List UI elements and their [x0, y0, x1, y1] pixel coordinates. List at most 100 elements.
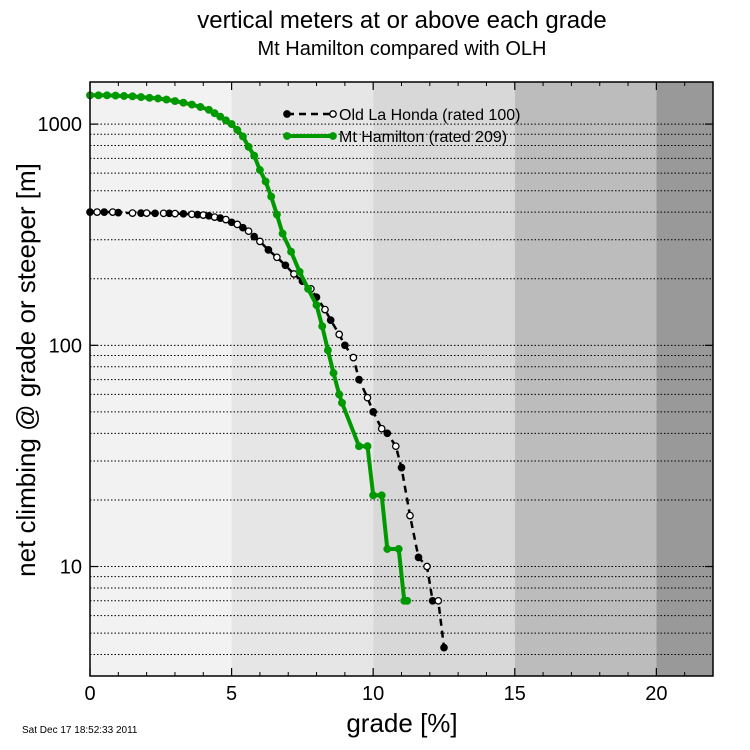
y-tick-label-0: 10: [60, 557, 82, 579]
data-point: [295, 267, 304, 276]
data-point: [391, 442, 400, 451]
data-point: [434, 596, 443, 605]
data-point: [162, 95, 171, 104]
legend-marker-start-0: [283, 110, 291, 118]
data-point: [349, 353, 358, 362]
data-point: [137, 93, 145, 102]
grade-band-1: [231, 82, 374, 676]
data-point: [227, 120, 236, 129]
data-point: [355, 375, 363, 384]
data-point: [171, 209, 179, 218]
data-point: [103, 91, 111, 100]
data-point: [179, 98, 188, 107]
data-point: [321, 305, 329, 314]
data-point: [233, 220, 242, 229]
data-point: [326, 316, 335, 324]
data-point: [329, 369, 338, 377]
x-tick-label-0: 0: [84, 683, 95, 705]
grid-lines: [90, 123, 713, 656]
data-point: [281, 261, 290, 270]
data-point: [154, 94, 162, 103]
data-point: [440, 643, 448, 652]
grade-band-4: [656, 82, 713, 676]
legend-marker-start-1: [283, 132, 291, 140]
data-point: [196, 103, 205, 111]
legend-label-0: Old La Honda (rated 100): [339, 107, 520, 124]
data-point: [151, 209, 159, 218]
plot-area: [90, 82, 713, 676]
data-point: [179, 209, 188, 218]
x-tick-label-4: 20: [645, 683, 667, 705]
data-point: [318, 322, 327, 331]
data-point: [255, 166, 264, 174]
data-point: [383, 429, 392, 438]
data-point: [355, 442, 363, 451]
legend-marker-end-0: [329, 110, 337, 118]
data-point: [114, 208, 123, 217]
data-point: [244, 142, 253, 151]
data-point: [272, 210, 281, 219]
data-point: [369, 491, 378, 500]
data-point: [394, 545, 403, 553]
data-point: [335, 330, 344, 339]
data-point: [239, 223, 247, 232]
data-point: [273, 253, 281, 262]
axis-ticks: 0 5 10 15 20 10 100 1000: [38, 82, 714, 705]
series-0: [86, 208, 448, 652]
data-point: [128, 92, 137, 101]
series-1: [86, 91, 412, 605]
data-point: [377, 491, 386, 500]
data-point: [304, 284, 313, 293]
x-tick-label-3: 15: [504, 683, 526, 705]
data-point: [187, 100, 196, 109]
chart-subtitle: Mt Hamilton compared with OLH: [258, 38, 547, 60]
data-point: [369, 408, 378, 416]
data-point: [377, 424, 386, 433]
legend-label-1: Mt Hamilton (rated 209): [339, 129, 507, 146]
data-point: [94, 91, 103, 100]
data-point: [423, 562, 431, 571]
grade-band-3: [514, 82, 657, 676]
data-point: [171, 97, 179, 106]
data-point: [264, 246, 273, 254]
data-point: [120, 92, 128, 100]
data-point: [414, 553, 423, 562]
data-point: [403, 596, 412, 605]
data-point: [397, 463, 406, 472]
y-tick-label-1: 100: [49, 335, 82, 357]
y-tick-label-2: 1000: [38, 114, 83, 136]
data-point: [287, 247, 296, 256]
data-point: [250, 151, 259, 160]
data-point: [363, 442, 372, 451]
data-point: [145, 93, 154, 102]
data-point: [278, 229, 287, 238]
data-point: [93, 208, 101, 216]
data-point: [204, 105, 213, 114]
data-point: [210, 109, 219, 118]
data-point: [341, 341, 349, 350]
data-point: [128, 209, 137, 217]
data-point: [406, 511, 414, 520]
data-point: [142, 209, 151, 217]
data-point: [383, 545, 392, 553]
x-axis-label: grade [%]: [346, 708, 457, 738]
data-point: [216, 112, 225, 121]
series-layer: [86, 91, 448, 652]
data-point: [221, 116, 230, 125]
data-point: [312, 301, 321, 310]
data-point: [335, 390, 344, 399]
grade-band-0: [90, 82, 232, 676]
data-point: [244, 227, 253, 236]
x-tick-label-2: 10: [362, 683, 384, 705]
data-point: [233, 126, 242, 134]
timestamp: Sat Dec 17 18:52:33 2011: [22, 725, 138, 736]
data-point: [338, 398, 346, 407]
x-tick-label-1: 5: [226, 683, 237, 705]
data-point: [250, 232, 259, 241]
data-point: [238, 132, 247, 141]
y-axis-label: net climbing @ grade or steeper [m]: [11, 163, 41, 577]
legend-marker-end-1: [329, 132, 337, 140]
data-point: [100, 208, 109, 216]
data-point: [323, 346, 332, 355]
